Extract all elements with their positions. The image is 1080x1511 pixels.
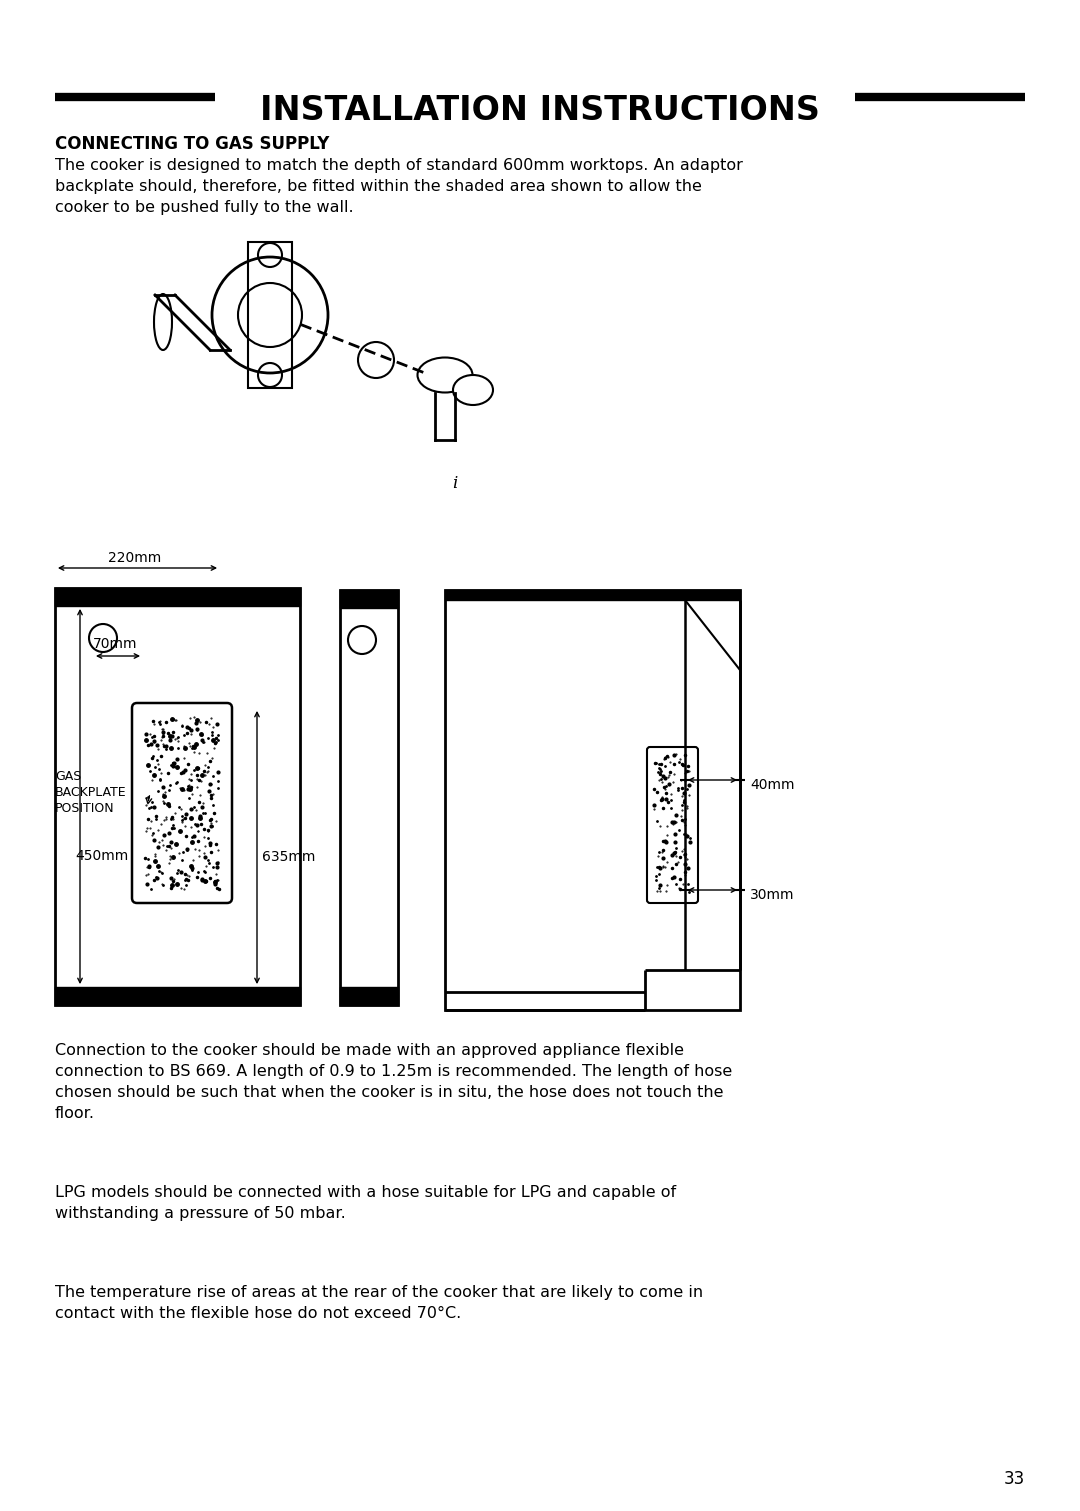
Text: 635mm: 635mm — [262, 851, 315, 864]
Text: 450mm: 450mm — [75, 849, 129, 863]
Ellipse shape — [418, 358, 473, 393]
Bar — [340, 589, 399, 1005]
Text: LPG models should be connected with a hose suitable for LPG and capable of
withs: LPG models should be connected with a ho… — [55, 1185, 676, 1221]
Text: i: i — [453, 474, 458, 493]
Bar — [248, 242, 292, 388]
Text: GAS
BACKPLATE
POSITION: GAS BACKPLATE POSITION — [55, 771, 126, 816]
Text: 30mm: 30mm — [750, 888, 795, 902]
Text: CONNECTING TO GAS SUPPLY: CONNECTING TO GAS SUPPLY — [55, 134, 329, 153]
Ellipse shape — [453, 375, 492, 405]
Text: INSTALLATION INSTRUCTIONS: INSTALLATION INSTRUCTIONS — [260, 95, 820, 127]
Circle shape — [357, 341, 394, 378]
FancyBboxPatch shape — [132, 703, 232, 904]
Bar — [55, 588, 300, 1005]
Bar — [445, 589, 740, 1009]
FancyBboxPatch shape — [647, 746, 698, 904]
Text: The temperature rise of areas at the rear of the cooker that are likely to come : The temperature rise of areas at the rea… — [55, 1284, 703, 1321]
Text: 40mm: 40mm — [750, 778, 795, 792]
Text: 33: 33 — [1003, 1470, 1025, 1488]
Text: Connection to the cooker should be made with an approved appliance flexible
conn: Connection to the cooker should be made … — [55, 1043, 732, 1121]
Text: The cooker is designed to match the depth of standard 600mm worktops. An adaptor: The cooker is designed to match the dept… — [55, 159, 743, 215]
Text: 70mm: 70mm — [93, 638, 137, 651]
Text: 220mm: 220mm — [108, 552, 162, 565]
